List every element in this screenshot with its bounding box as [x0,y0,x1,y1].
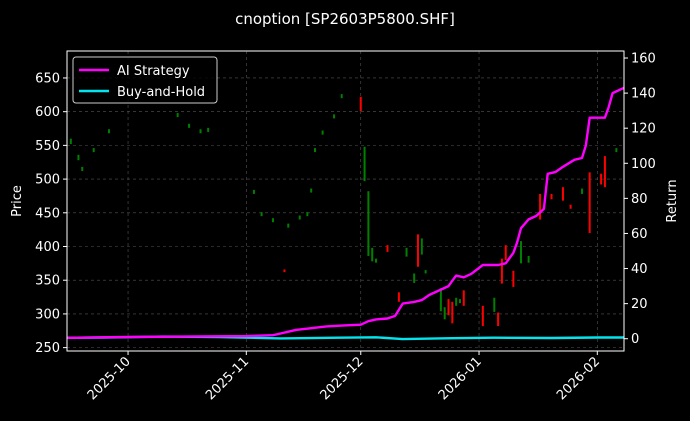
y-tick-label-right: 100 [631,157,656,172]
candle [313,148,316,153]
candle [600,173,603,185]
y-tick-label-right: 140 [631,87,656,102]
candle [455,297,458,306]
candle [497,312,500,327]
candle [310,188,313,193]
candle [569,204,572,209]
candle [493,297,496,312]
candle [77,154,80,161]
y-tick-label-left: 650 [35,71,60,86]
candle [272,218,275,223]
candle [375,258,378,263]
candle [413,273,416,283]
y-tick-label-right: 160 [631,52,656,67]
candle [92,148,95,153]
candle [504,245,507,260]
y-tick-label-right: 80 [631,192,648,207]
y-tick-label-left: 500 [35,173,60,188]
candle [367,191,370,256]
y-tick-label-left: 600 [35,105,60,120]
y-tick-label-left: 350 [35,274,60,289]
candle [539,193,542,220]
candle [451,301,454,324]
candle [527,255,530,263]
candle [581,188,584,194]
candle [462,290,465,306]
legend-label-ai-strategy: AI Strategy [117,64,190,79]
y-tick-label-right: 40 [631,262,648,277]
candle [260,212,263,217]
y-tick-label-right: 20 [631,297,648,312]
lines [66,86,625,341]
candle [416,234,419,267]
candle [397,292,400,302]
candle [363,146,366,182]
y-tick-label-left: 300 [35,307,60,322]
candle [298,215,301,220]
candle [306,212,309,217]
candle [447,299,450,316]
candle [561,187,564,201]
candle [550,193,553,200]
candle [588,172,591,234]
candle [283,269,286,273]
candle [188,123,191,128]
candle [199,129,202,134]
candle [176,113,179,118]
candle [405,247,408,257]
candle [252,189,255,194]
y-tick-label-left: 550 [35,139,60,154]
y-tick-label-left: 450 [35,206,60,221]
candle [519,241,522,264]
y-axis-label-left: Price [10,185,25,217]
candle [359,96,362,111]
candle [603,156,606,188]
candle [420,238,423,255]
candle [386,245,389,252]
candles [69,94,618,327]
candle [443,307,446,320]
y-tick-label-right: 0 [631,332,639,347]
candle [340,94,343,99]
candle [371,247,374,262]
candle [424,270,427,274]
candle [207,127,210,132]
candle [81,166,84,171]
ai-strategy-line [66,86,625,339]
candle [321,130,324,135]
y-axis-label-right: Return [665,179,680,222]
candle [107,129,110,134]
y-tick-label-left: 400 [35,240,60,255]
candle [481,305,484,327]
candle [287,223,290,228]
legend: AI Strategy Buy-and-Hold [72,56,218,104]
candle [439,288,442,312]
candle [500,258,503,284]
candle [615,148,618,153]
y-tick-label-left: 250 [35,341,60,356]
chart-title: cnoption [SP2603P5800.SHF] [235,10,455,28]
candle [458,299,461,304]
legend-label-buy-and-hold: Buy-and-Hold [117,85,205,100]
candle [512,270,515,287]
y-tick-label-right: 60 [631,227,648,242]
candle [69,138,72,145]
plot-frame [66,50,625,352]
candle [333,114,336,119]
y-tick-label-right: 120 [631,122,656,137]
